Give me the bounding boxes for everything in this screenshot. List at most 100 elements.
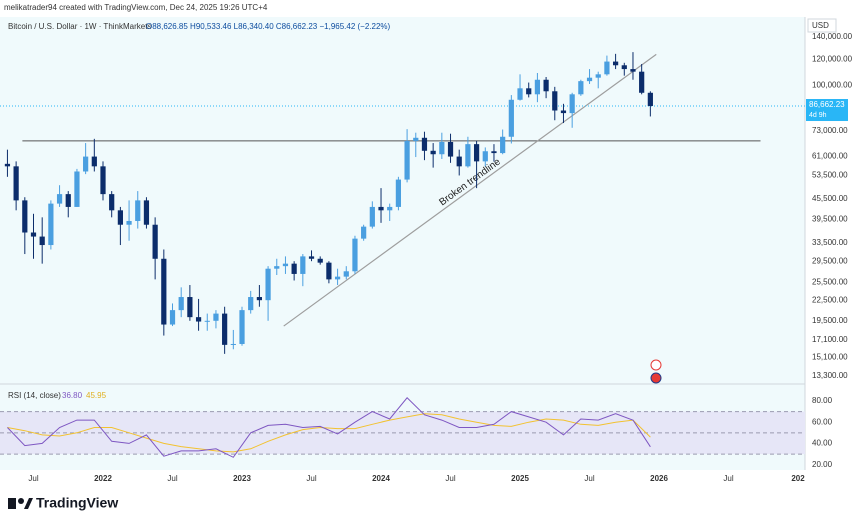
candle-body <box>630 69 636 72</box>
candle-body <box>378 206 384 211</box>
candle-body <box>456 156 462 167</box>
last-price-box <box>806 99 848 122</box>
candle-body <box>543 79 549 92</box>
candle-body <box>604 61 610 75</box>
candle-body <box>334 276 341 280</box>
candle-body <box>56 194 63 204</box>
candle-body <box>560 110 567 114</box>
candle-body <box>612 61 619 66</box>
candle-body <box>569 94 575 114</box>
candle-body <box>308 256 315 259</box>
x-tick-label: 2026 <box>650 474 668 483</box>
candle-body <box>500 136 506 154</box>
candle-body <box>517 88 523 100</box>
logo-mark <box>8 498 33 509</box>
candle-body <box>195 317 202 322</box>
candle-body <box>265 268 271 301</box>
last-price-label: 86,662.23 <box>809 100 845 109</box>
candle-body <box>465 144 471 167</box>
candle-body <box>552 91 558 111</box>
candle-body <box>421 137 428 151</box>
x-tick-label: 2024 <box>372 474 390 483</box>
candle-body <box>404 140 410 180</box>
rsi-tick-label: 20.00 <box>812 460 833 469</box>
candle-body <box>430 150 436 155</box>
candle-body <box>152 224 158 259</box>
candle-body <box>230 343 236 345</box>
candle-body <box>343 271 349 277</box>
candle-body <box>117 210 123 225</box>
rsi-tick-label: 40.00 <box>812 439 833 448</box>
y-tick-label: 33,500.00 <box>812 238 848 247</box>
y-tick-label: 29,500.00 <box>812 256 848 265</box>
candle-body <box>395 179 402 207</box>
rsi-tick-label: 60.00 <box>812 417 833 426</box>
currency-box <box>807 18 837 33</box>
candle-body <box>534 79 541 95</box>
y-tick-label: 53,500.00 <box>812 171 848 180</box>
candle-body <box>274 266 280 269</box>
candle-body <box>109 194 115 211</box>
candle-body <box>508 99 514 137</box>
candle-body <box>647 92 653 107</box>
candle-body <box>578 81 584 95</box>
candle-body <box>387 206 393 211</box>
candle-body <box>30 232 37 237</box>
candle-body <box>161 258 167 325</box>
candle-body <box>473 144 480 162</box>
x-tick-label: 2025 <box>511 474 529 483</box>
candle-body <box>639 71 645 93</box>
candle-body <box>413 137 419 141</box>
y-tick-label: 13,300.00 <box>812 371 848 380</box>
y-tick-label: 39,500.00 <box>812 214 848 223</box>
x-tick-label: Jul <box>723 474 733 483</box>
candle-body <box>239 310 245 344</box>
candle-body <box>621 65 627 70</box>
candle-body <box>178 297 184 311</box>
candle-body <box>126 220 132 225</box>
rsi-line <box>7 397 651 458</box>
candle-body <box>352 238 358 272</box>
candle-body <box>143 200 150 225</box>
rsi-title: RSI (14, close) <box>8 391 61 400</box>
candle-body <box>13 166 19 201</box>
trendline <box>283 53 657 327</box>
rsi-ma-line <box>7 413 651 453</box>
candle-body <box>326 262 332 280</box>
candle-body <box>447 141 454 157</box>
x-tick-label: Jul <box>584 474 594 483</box>
candle-body <box>22 200 28 233</box>
candle-body <box>83 156 89 172</box>
candle-body <box>439 141 445 155</box>
y-tick-label: 19,500.00 <box>812 316 848 325</box>
symbol-title: Bitcoin / U.S. Dollar · 1W · ThinkMarket… <box>8 22 151 31</box>
candle-body <box>256 297 262 301</box>
event-icon <box>650 359 662 371</box>
candle-body <box>204 320 210 322</box>
y-tick-label: 73,000.00 <box>812 126 848 135</box>
currency: USD <box>812 21 829 30</box>
pane-background <box>0 17 805 470</box>
event-icon <box>650 372 662 384</box>
candle-body <box>291 263 297 274</box>
y-tick-label: 140,000.00 <box>812 32 853 41</box>
y-tick-label: 45,500.00 <box>812 194 848 203</box>
y-tick-label: 22,500.00 <box>812 295 848 304</box>
candle-body <box>169 310 176 325</box>
candle-body <box>222 313 228 345</box>
candle-body <box>317 258 323 263</box>
candle-body <box>282 263 289 267</box>
candle-body <box>4 163 11 167</box>
candle-body <box>135 200 141 221</box>
candle-body <box>74 171 80 207</box>
candle-body <box>586 77 593 82</box>
candle-body <box>187 297 193 318</box>
logo-text: TradingView <box>36 495 118 511</box>
candle-body <box>300 256 306 274</box>
candle-body <box>526 88 532 95</box>
y-tick-label: 25,500.00 <box>812 277 848 286</box>
countdown: 4d 9h <box>809 112 827 119</box>
candle-body <box>48 203 54 246</box>
rsi-value: 36.80 <box>62 391 83 400</box>
